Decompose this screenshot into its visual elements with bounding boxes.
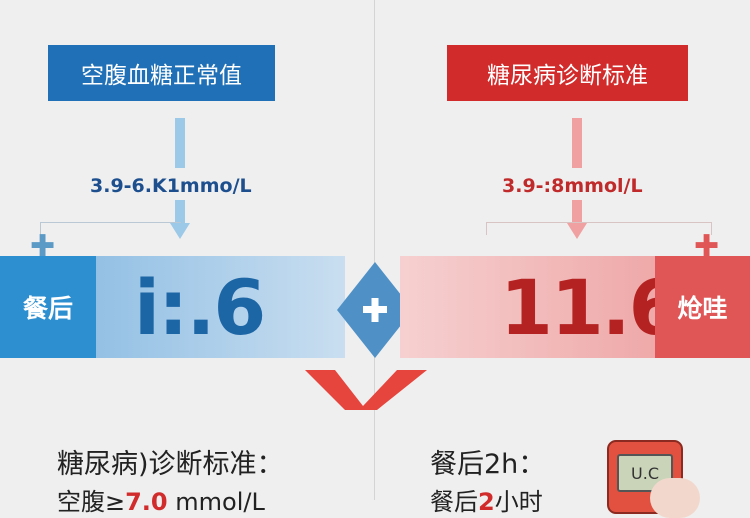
right-arrow-head-icon bbox=[567, 223, 587, 239]
right-big-value: 11.6 bbox=[500, 262, 682, 352]
left-bottom-heading: 糖尿病)诊断标准： bbox=[57, 449, 284, 480]
right-arrow-shaft bbox=[572, 200, 582, 225]
left-arrow-shaft bbox=[175, 200, 185, 225]
left-arrow-shaft-top bbox=[175, 118, 185, 168]
line-unit: mmol/L bbox=[167, 488, 265, 516]
line-prefix: 空腹≥ bbox=[57, 488, 126, 516]
center-divider bbox=[374, 0, 375, 500]
left-big-value: i:.6 bbox=[134, 262, 266, 352]
right-range: 3.9-:8mmol/L bbox=[502, 175, 643, 197]
left-band: 餐后 i:.6 bbox=[0, 256, 345, 358]
finger bbox=[650, 478, 700, 518]
right-title: 糖尿病诊断标准 bbox=[487, 63, 648, 89]
right-bottom-heading: 餐后2h： bbox=[430, 449, 546, 480]
check-mark-icon bbox=[305, 370, 427, 410]
left-range: 3.9-6.K1mmo/L bbox=[90, 175, 252, 197]
center-diamond bbox=[337, 262, 413, 358]
right-arrow-shaft-top bbox=[572, 118, 582, 168]
right-band: 11.6 炝哇 bbox=[400, 256, 750, 358]
right-bracket bbox=[486, 222, 712, 235]
left-band-label: 餐后 bbox=[0, 256, 96, 358]
line-value: 7.0 bbox=[125, 488, 168, 516]
meter-display: U.C bbox=[617, 454, 673, 492]
left-arrow-head-icon bbox=[170, 223, 190, 239]
right-band-label: 炝哇 bbox=[655, 256, 750, 358]
left-bracket bbox=[40, 222, 181, 235]
line-value: 2 bbox=[478, 488, 495, 516]
line-suffix: 小时 bbox=[494, 488, 543, 516]
right-title-box: 糖尿病诊断标准 bbox=[447, 45, 688, 101]
left-title: 空腹血糖正常值 bbox=[81, 63, 242, 89]
left-title-box: 空腹血糖正常值 bbox=[48, 45, 275, 101]
line-prefix: 餐后 bbox=[430, 488, 478, 516]
